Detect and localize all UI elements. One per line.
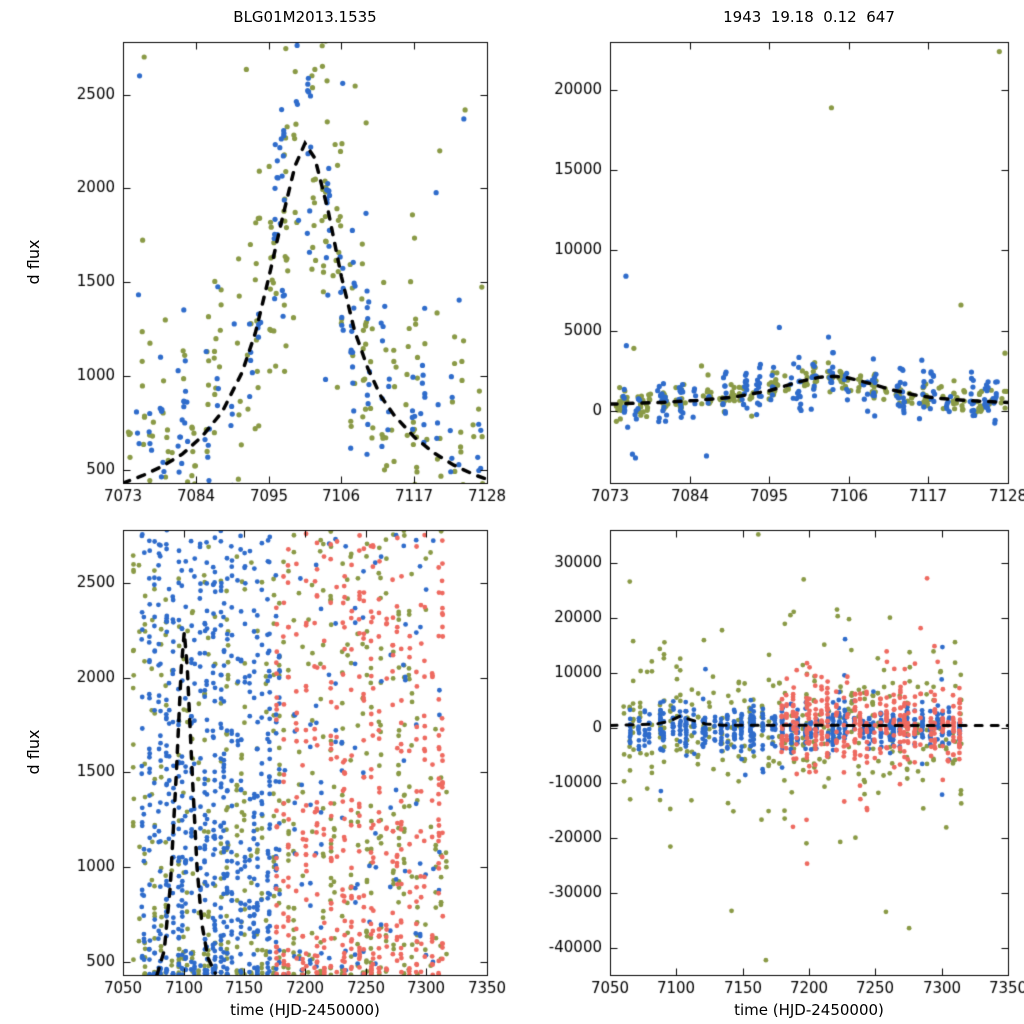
panel-flux-season: d flux time (HJD-2450000) xyxy=(0,512,512,1024)
y-axis-label-d-flux-bottom: d flux xyxy=(24,729,43,775)
x-axis-label-time-left: time (HJD-2450000) xyxy=(230,1001,380,1019)
panel-flux-zoom: BLG01M2013.1535 d flux xyxy=(0,0,512,512)
fit-parameters-title: 1943 19.18 0.12 647 xyxy=(723,8,895,26)
x-axis-label-time-right: time (HJD-2450000) xyxy=(734,1001,884,1019)
raw-zoom-canvas xyxy=(512,0,1024,512)
event-id-title: BLG01M2013.1535 xyxy=(233,8,377,26)
flux-season-canvas xyxy=(0,512,512,1024)
y-axis-label-d-flux-top: d flux xyxy=(24,239,43,285)
flux-zoom-canvas xyxy=(0,0,512,512)
panel-raw-season: time (HJD-2450000) xyxy=(512,512,1024,1024)
panel-raw-zoom: 1943 19.18 0.12 647 xyxy=(512,0,1024,512)
raw-season-canvas xyxy=(512,512,1024,1024)
